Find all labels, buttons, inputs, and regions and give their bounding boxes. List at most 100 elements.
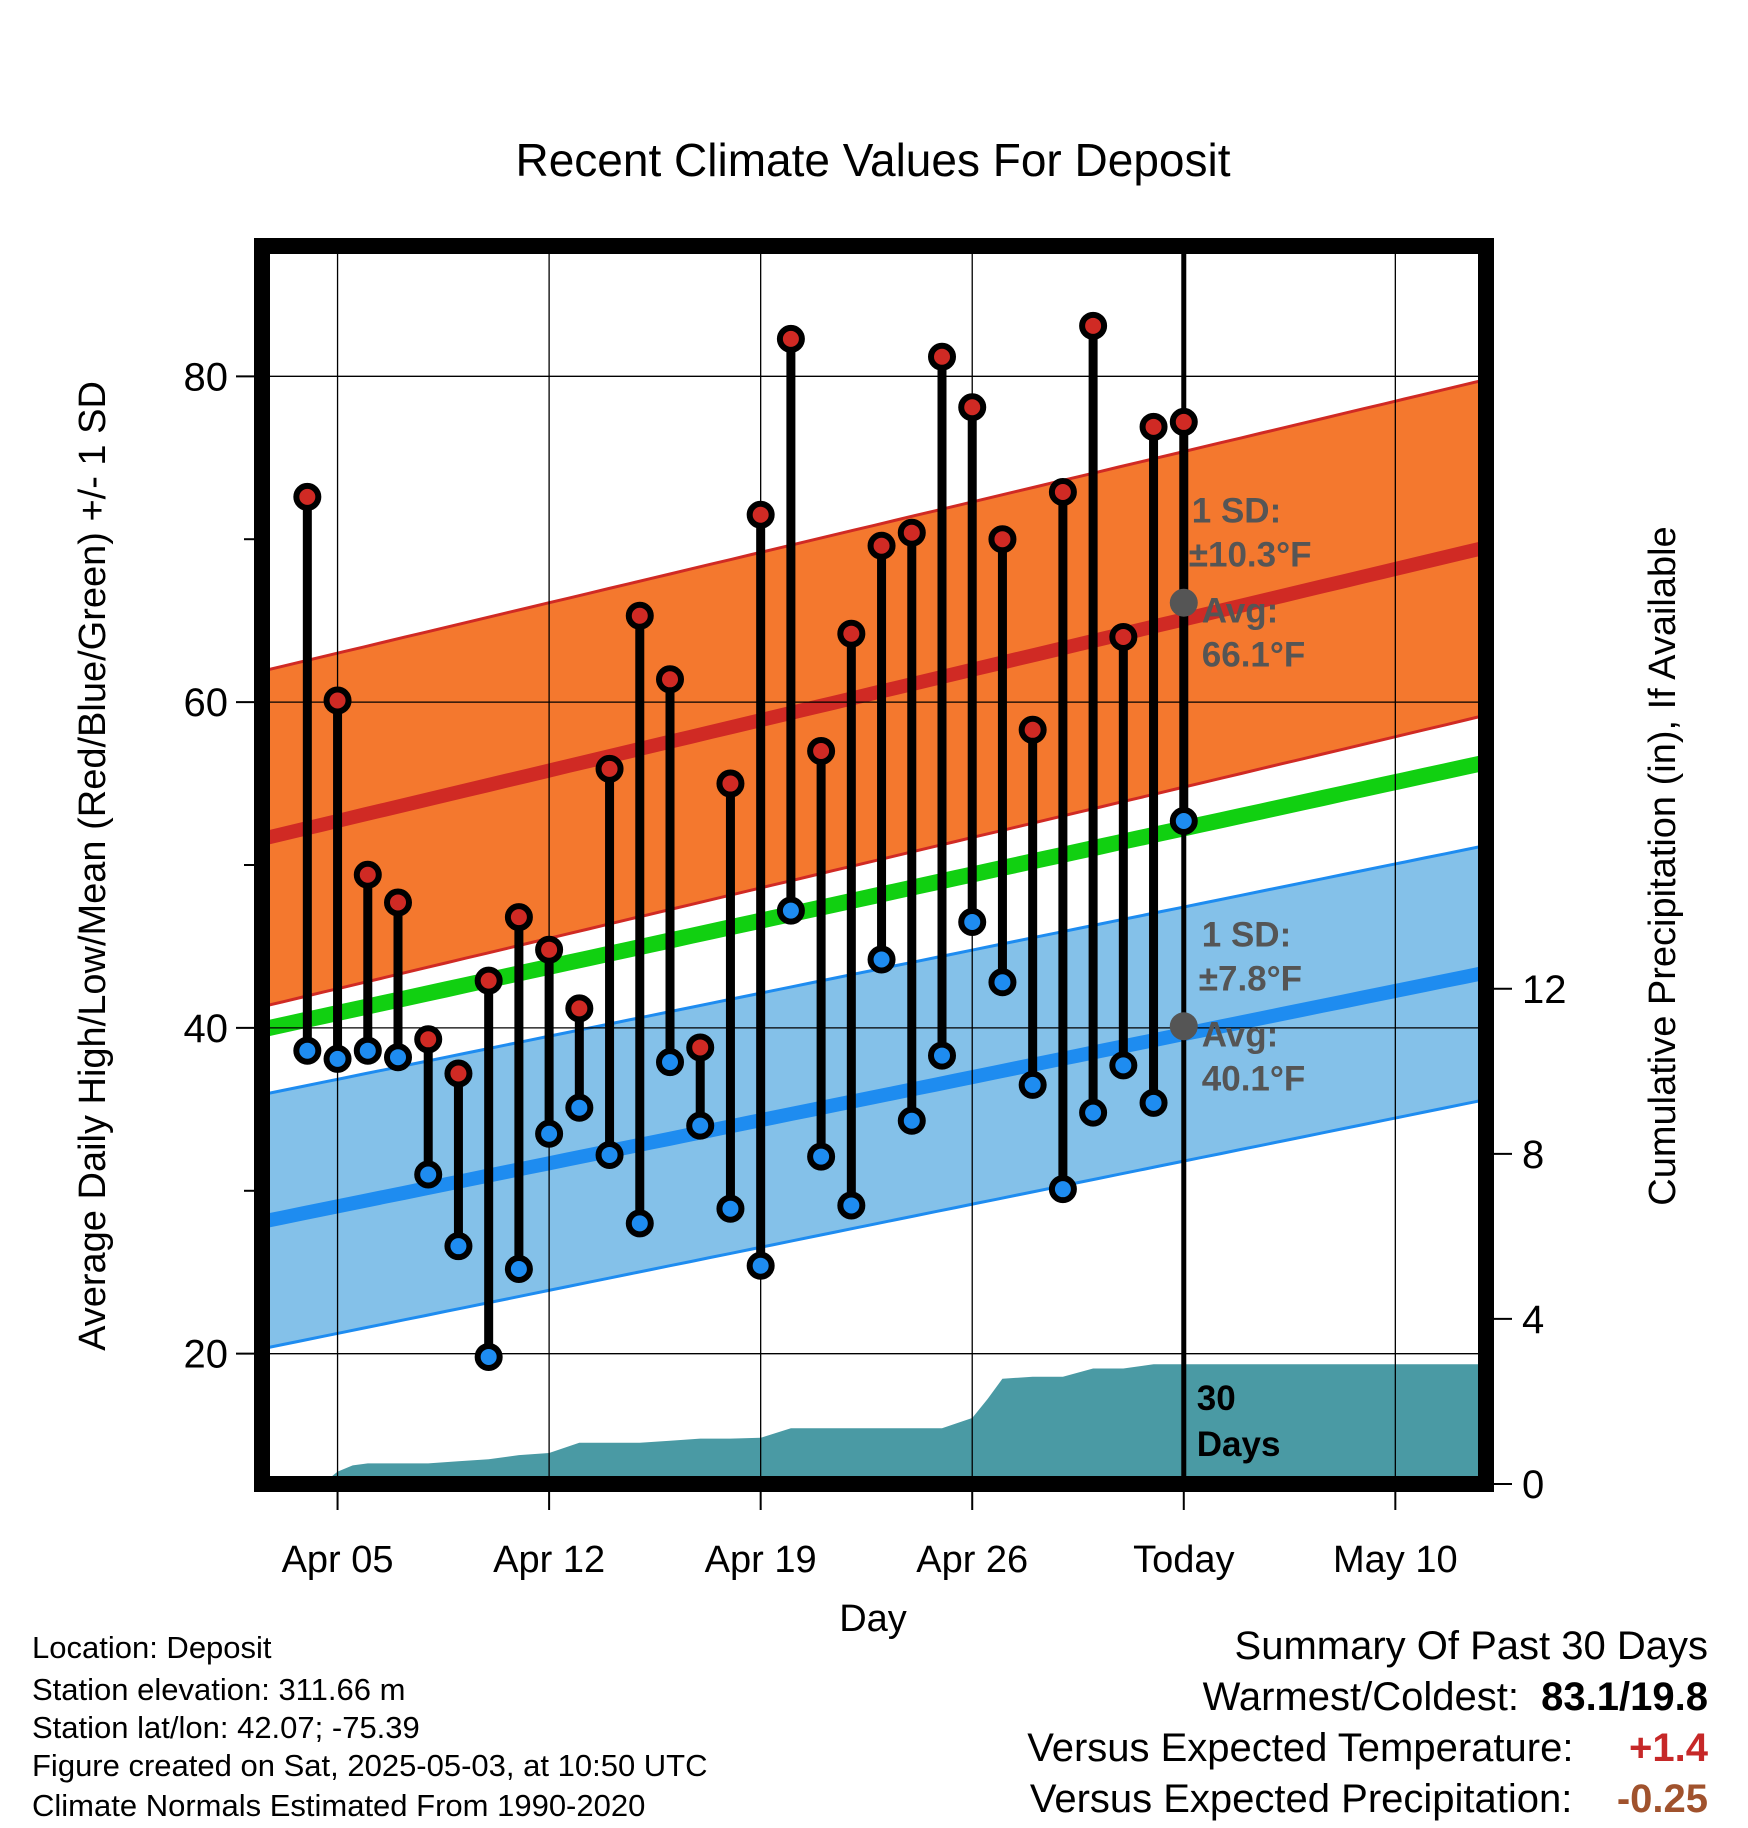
summary-precip-value: -0.25 bbox=[1616, 1777, 1708, 1821]
y-tick-label-right: 12 bbox=[1522, 968, 1567, 1012]
daily-low-point bbox=[1018, 1070, 1047, 1099]
normal-low-line bbox=[262, 965, 1486, 1229]
daily-high-point bbox=[837, 619, 866, 648]
daily-high-point bbox=[384, 888, 412, 917]
daily-high-point bbox=[686, 1033, 715, 1062]
today-days-label: Days bbox=[1197, 1425, 1281, 1464]
daily-high-point bbox=[323, 686, 352, 715]
daily-high-point bbox=[1169, 407, 1198, 436]
x-tick-label: Today bbox=[1133, 1539, 1234, 1581]
y-tick-label-right: 4 bbox=[1522, 1298, 1544, 1342]
daily-low-point bbox=[897, 1106, 926, 1135]
daily-low-point bbox=[293, 1036, 322, 1065]
daily-high-point bbox=[1048, 477, 1077, 506]
daily-low-point bbox=[504, 1254, 533, 1283]
daily-high-point bbox=[353, 860, 382, 889]
summary-warm-cold-value: 83.1/19.8 bbox=[1541, 1675, 1708, 1719]
daily-high-point bbox=[988, 525, 1017, 554]
daily-high-point bbox=[1018, 715, 1047, 744]
summary-warm-cold-label: Warmest/Coldest: bbox=[1202, 1675, 1519, 1719]
low-sd-label: 1 SD: bbox=[1202, 915, 1291, 954]
summary-precip-label: Versus Expected Precipitation: bbox=[1029, 1777, 1573, 1821]
daily-high-point bbox=[474, 966, 503, 995]
daily-low-point bbox=[716, 1194, 745, 1223]
summary-title: Summary Of Past 30 Days bbox=[1234, 1624, 1708, 1668]
daily-high-point bbox=[1139, 412, 1168, 441]
daily-high-point bbox=[565, 994, 594, 1023]
normal-high-band-lower-edge bbox=[262, 713, 1486, 1009]
daily-high-point bbox=[897, 518, 926, 547]
x-tick-label: Apr 05 bbox=[282, 1539, 394, 1581]
y-axis-label-right: Cumulative Precipitation (in), If Availa… bbox=[1642, 526, 1684, 1205]
daily-low-point bbox=[807, 1142, 836, 1171]
footer-elevation: Station elevation: 311.66 m bbox=[32, 1672, 406, 1707]
x-axis-label: Day bbox=[839, 1598, 907, 1640]
y-tick-label-left: 80 bbox=[184, 355, 229, 399]
high-sd-value: ±10.3°F bbox=[1189, 536, 1312, 575]
footer-location: Location: Deposit bbox=[32, 1630, 272, 1665]
summary-temp-label: Versus Expected Temperature: bbox=[1027, 1726, 1574, 1770]
daily-low-point bbox=[1139, 1088, 1168, 1117]
low-sd-value: ±7.8°F bbox=[1199, 959, 1302, 998]
plot-area bbox=[262, 246, 1486, 1484]
daily-low-point bbox=[384, 1043, 412, 1072]
daily-low-point bbox=[958, 908, 987, 937]
high-sd-label: 1 SD: bbox=[1192, 492, 1281, 531]
plot-frame bbox=[254, 238, 1494, 1492]
daily-high-point bbox=[1109, 622, 1138, 651]
footer-latlon: Station lat/lon: 42.07; -75.39 bbox=[32, 1710, 420, 1745]
x-tick-label: Apr 19 bbox=[705, 1539, 817, 1581]
daily-high-point bbox=[716, 769, 745, 798]
daily-high-point bbox=[444, 1059, 473, 1088]
normal-low-band-lower-edge bbox=[262, 1098, 1486, 1351]
daily-high-point bbox=[535, 935, 564, 964]
daily-low-point bbox=[867, 945, 896, 974]
precip-area bbox=[307, 1364, 1480, 1484]
daily-low-point bbox=[565, 1093, 594, 1122]
daily-high-point bbox=[595, 754, 624, 783]
y-axis-label-left: Average Daily High/Low/Mean (Red/Blue/Gr… bbox=[72, 381, 114, 1351]
daily-high-point bbox=[656, 665, 684, 694]
daily-high-point bbox=[958, 393, 987, 422]
footer-normals: Climate Normals Estimated From 1990-2020 bbox=[32, 1788, 646, 1823]
today-high-avg-point bbox=[1169, 588, 1198, 617]
daily-low-point bbox=[686, 1111, 715, 1140]
daily-low-point bbox=[595, 1140, 624, 1169]
summary-precip: Versus Expected Precipitation: -0.25 bbox=[1030, 1779, 1708, 1819]
daily-low-point bbox=[1048, 1175, 1077, 1204]
daily-high-point bbox=[1079, 311, 1108, 340]
y-tick-label-left: 40 bbox=[184, 1007, 229, 1051]
low-avg-label: Avg: bbox=[1202, 1015, 1278, 1054]
daily-low-point bbox=[1109, 1051, 1138, 1080]
daily-low-point bbox=[625, 1209, 654, 1238]
daily-low-point bbox=[414, 1160, 443, 1189]
today-days-label: 30 bbox=[1197, 1379, 1236, 1418]
daily-high-point bbox=[928, 342, 956, 371]
daily-low-point bbox=[1169, 807, 1198, 836]
daily-low-point bbox=[353, 1036, 382, 1065]
daily-low-point bbox=[928, 1041, 956, 1070]
y-tick-label-right: 0 bbox=[1522, 1463, 1544, 1507]
y-tick-label-left: 20 bbox=[184, 1333, 229, 1377]
summary-warm-cold: Warmest/Coldest: 83.1/19.8 bbox=[1203, 1677, 1708, 1717]
high-avg-value: 66.1°F bbox=[1202, 636, 1306, 675]
summary-temp: Versus Expected Temperature: +1.4 bbox=[1027, 1728, 1708, 1768]
daily-low-point bbox=[474, 1342, 503, 1371]
daily-high-point bbox=[293, 482, 322, 511]
daily-high-point bbox=[746, 500, 775, 529]
daily-low-point bbox=[988, 968, 1017, 997]
normal-high-line bbox=[262, 540, 1486, 846]
daily-high-point bbox=[504, 903, 533, 932]
daily-low-point bbox=[837, 1191, 866, 1220]
daily-low-point bbox=[776, 896, 805, 925]
daily-low-point bbox=[535, 1119, 564, 1148]
footer-created: Figure created on Sat, 2025-05-03, at 10… bbox=[32, 1748, 708, 1783]
y-tick-label-left: 60 bbox=[184, 681, 229, 725]
chart-title: Recent Climate Values For Deposit bbox=[516, 134, 1231, 186]
daily-low-point bbox=[746, 1251, 775, 1280]
normal-mean-line bbox=[262, 754, 1486, 1038]
daily-low-point bbox=[323, 1044, 352, 1073]
high-avg-label: Avg: bbox=[1202, 592, 1278, 631]
daily-high-point bbox=[625, 601, 654, 630]
